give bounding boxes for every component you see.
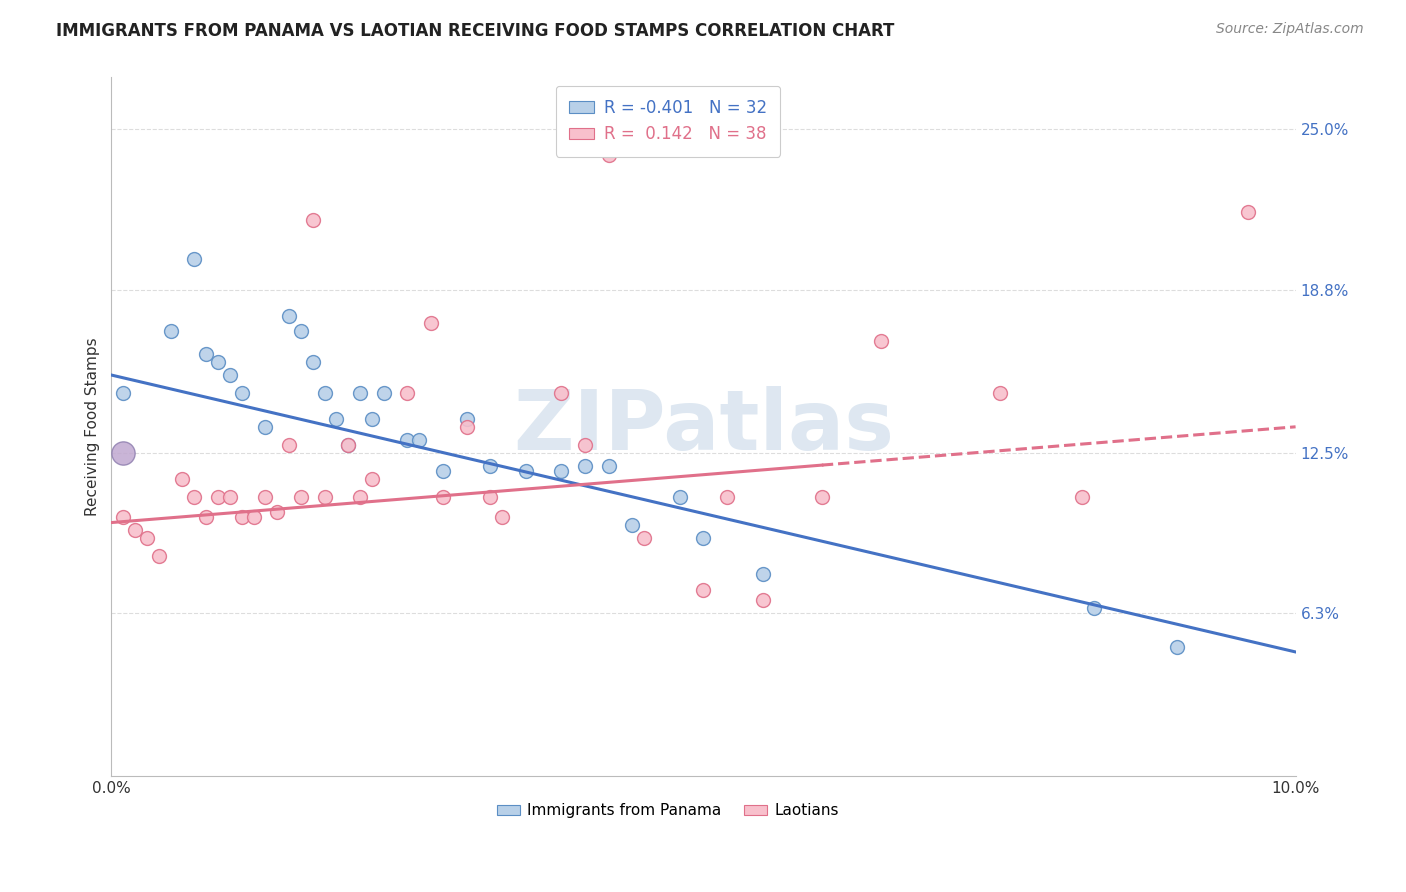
Point bbox=[870, 334, 893, 349]
Point bbox=[479, 490, 502, 504]
Point bbox=[183, 490, 205, 504]
Point bbox=[337, 438, 360, 452]
Point bbox=[349, 490, 371, 504]
Point bbox=[337, 438, 360, 452]
Point bbox=[124, 524, 146, 538]
Point bbox=[479, 458, 502, 473]
Point bbox=[136, 531, 159, 545]
Point bbox=[1083, 601, 1105, 615]
Point bbox=[254, 419, 277, 434]
Point bbox=[432, 490, 454, 504]
Point bbox=[420, 316, 443, 330]
Point bbox=[396, 433, 419, 447]
Text: IMMIGRANTS FROM PANAMA VS LAOTIAN RECEIVING FOOD STAMPS CORRELATION CHART: IMMIGRANTS FROM PANAMA VS LAOTIAN RECEIV… bbox=[56, 22, 894, 40]
Point bbox=[396, 386, 419, 401]
Point bbox=[218, 368, 240, 382]
Text: Source: ZipAtlas.com: Source: ZipAtlas.com bbox=[1216, 22, 1364, 37]
Point bbox=[112, 445, 135, 459]
Point bbox=[349, 386, 371, 401]
Point bbox=[574, 438, 596, 452]
Point bbox=[290, 490, 312, 504]
Point bbox=[621, 518, 644, 533]
Point bbox=[278, 309, 301, 323]
Point bbox=[183, 252, 205, 266]
Point bbox=[692, 531, 714, 545]
Point bbox=[373, 386, 395, 401]
Point bbox=[231, 386, 253, 401]
Point bbox=[751, 593, 773, 607]
Point bbox=[361, 412, 384, 426]
Point bbox=[207, 490, 229, 504]
Point bbox=[432, 464, 454, 478]
Point bbox=[633, 531, 655, 545]
Point bbox=[491, 510, 513, 524]
Point bbox=[314, 386, 336, 401]
Point bbox=[254, 490, 277, 504]
Point bbox=[159, 324, 181, 338]
Point bbox=[408, 433, 430, 447]
Point bbox=[598, 148, 620, 162]
Point bbox=[574, 458, 596, 473]
Point bbox=[325, 412, 347, 426]
Point bbox=[314, 490, 336, 504]
Point bbox=[195, 347, 218, 361]
Point bbox=[550, 386, 572, 401]
Point bbox=[266, 505, 288, 519]
Point bbox=[598, 458, 620, 473]
Point bbox=[811, 490, 834, 504]
Point bbox=[988, 386, 1011, 401]
Point bbox=[669, 490, 692, 504]
Text: ZIPatlas: ZIPatlas bbox=[513, 386, 894, 467]
Point bbox=[361, 472, 384, 486]
Point bbox=[1237, 205, 1260, 219]
Point bbox=[290, 324, 312, 338]
Point bbox=[207, 355, 229, 369]
Point bbox=[301, 355, 323, 369]
Point bbox=[1071, 490, 1094, 504]
Point bbox=[242, 510, 264, 524]
Point bbox=[301, 212, 323, 227]
Point bbox=[1166, 640, 1188, 654]
Point bbox=[112, 386, 135, 401]
Legend: Immigrants from Panama, Laotians: Immigrants from Panama, Laotians bbox=[491, 797, 845, 824]
Point bbox=[456, 412, 478, 426]
Point bbox=[692, 582, 714, 597]
Point bbox=[172, 472, 194, 486]
Point bbox=[550, 464, 572, 478]
Point bbox=[716, 490, 738, 504]
Point bbox=[751, 567, 773, 582]
Point bbox=[148, 549, 170, 564]
Y-axis label: Receiving Food Stamps: Receiving Food Stamps bbox=[86, 337, 100, 516]
Point bbox=[278, 438, 301, 452]
Point bbox=[231, 510, 253, 524]
Point bbox=[112, 510, 135, 524]
Point bbox=[456, 419, 478, 434]
Point bbox=[515, 464, 537, 478]
Point bbox=[218, 490, 240, 504]
Point bbox=[195, 510, 218, 524]
